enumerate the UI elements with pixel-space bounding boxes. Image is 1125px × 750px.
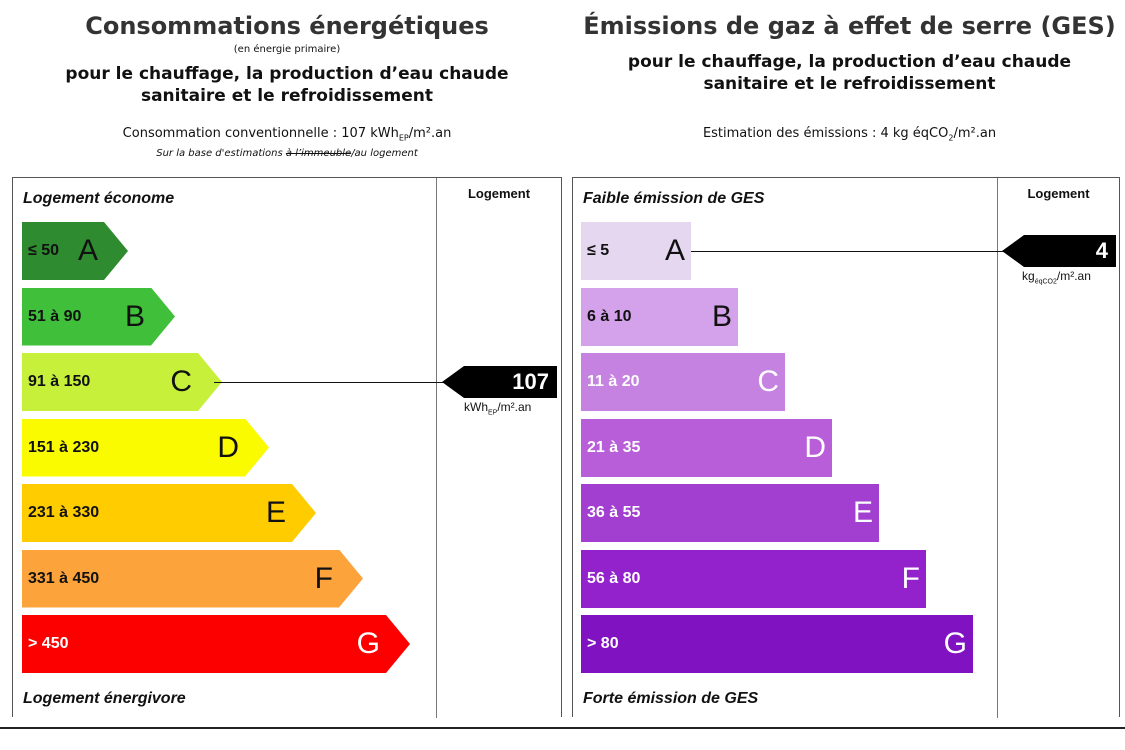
energy-panel: Logement Logement économe Logement énerg… xyxy=(12,177,562,718)
energy-class-range-c: 91 à 150 xyxy=(28,373,91,390)
energy-class-range-e: 231 à 330 xyxy=(28,504,100,521)
ges-subtitle-line1: pour le chauffage, la production d’eau c… xyxy=(627,52,1072,72)
energy-basis-suffix: /au logement xyxy=(351,148,418,159)
ges-class-bar-g: > 80 G xyxy=(581,615,973,673)
ges-class-range-e: 36 à 55 xyxy=(587,504,641,521)
energy-bottom-label: Logement énergivore xyxy=(23,690,186,707)
ges-panel: Logement Faible émission de GES Forte ém… xyxy=(572,177,1120,718)
ges-estimate-prefix: Estimation des émissions : 4 kg éqCO xyxy=(702,126,949,141)
ges-unit-sub: éqCO2 xyxy=(1034,278,1057,286)
ges-value-leader-line xyxy=(691,251,1006,252)
energy-class-letter-a: A xyxy=(77,234,98,267)
ges-class-bar-b: 6 à 10 B xyxy=(581,287,738,346)
energy-title: Consommations énergétiques xyxy=(85,12,489,40)
energy-class-range-d: 151 à 230 xyxy=(28,438,100,456)
energy-class-letter-g: G xyxy=(356,627,380,660)
energy-unit-sub: EP xyxy=(488,409,498,417)
energy-class-letter-d: D xyxy=(217,430,239,464)
energy-consumption-sub: EP xyxy=(398,133,409,143)
ges-class-letter-a: A xyxy=(664,234,685,267)
energy-class-letter-e: E xyxy=(265,496,286,529)
ges-class-letter-e: E xyxy=(852,496,873,529)
ges-class-range-c: 11 à 20 xyxy=(587,373,640,390)
energy-class-bar-b: 51 à 90 B xyxy=(22,288,175,346)
ges-top-label: Faible émission de GES xyxy=(583,190,765,207)
ges-class-range-d: 21 à 35 xyxy=(587,438,641,456)
ges-estimate-suffix: /m².an xyxy=(953,126,997,141)
ges-class-letter-b: B xyxy=(711,299,732,333)
energy-primary-note: (en énergie primaire) xyxy=(233,44,341,55)
energy-value-unit: kWhEP/m².an xyxy=(464,400,531,416)
energy-class-bar-f: 331 à 450 F xyxy=(22,550,363,608)
bottom-rule xyxy=(0,727,1125,729)
energy-basis-prefix: Sur la base d'estimations xyxy=(156,148,286,159)
ges-class-bar-d: 21 à 35 D xyxy=(581,418,832,477)
energy-basis-struck: à l’immeuble xyxy=(285,148,352,159)
energy-unit-prefix: kWh xyxy=(464,400,488,414)
energy-class-range-b: 51 à 90 xyxy=(28,307,82,325)
energy-class-range-g: > 450 xyxy=(28,635,69,652)
ges-class-letter-f: F xyxy=(901,561,920,595)
ges-class-range-f: 56 à 80 xyxy=(587,569,641,587)
energy-class-letter-b: B xyxy=(124,299,145,333)
ges-column-header: Logement xyxy=(1027,186,1090,201)
energy-basis: Sur la base d'estimations à l’immeuble/a… xyxy=(0,148,574,159)
energy-top-label: Logement économe xyxy=(23,190,175,207)
energy-consumption-prefix: Consommation conventionnelle : 107 kWh xyxy=(122,126,399,141)
ges-estimate-sub: 2 xyxy=(948,133,954,143)
energy-consumption-suffix: /m².an xyxy=(408,126,452,141)
ges-unit-prefix: kg xyxy=(1022,269,1035,283)
ges-class-range-a: ≤ 5 xyxy=(587,242,610,259)
ges-bottom-label: Forte émission de GES xyxy=(583,690,759,707)
ges-class-bar-c: 11 à 20 C xyxy=(581,353,785,411)
ges-class-bar-e: 36 à 55 E xyxy=(581,484,879,542)
ges-class-letter-c: C xyxy=(757,365,779,398)
ges-class-bar-f: 56 à 80 F xyxy=(581,549,926,608)
ges-value-marker: 4 xyxy=(1002,235,1116,267)
energy-class-bar-d: 151 à 230 D xyxy=(22,419,269,477)
ges-class-letter-d: D xyxy=(804,430,826,464)
energy-value-leader-line xyxy=(214,382,446,383)
energy-class-letter-f: F xyxy=(314,561,333,595)
energy-class-bar-a: ≤ 50 A xyxy=(22,222,128,280)
ges-class-bar-a: ≤ 5 A xyxy=(581,222,691,280)
ges-title: Émissions de gaz à effet de serre (GES) xyxy=(583,12,1116,40)
energy-class-bar-c: 91 à 150 C xyxy=(22,353,222,411)
energy-consumption: Consommation conventionnelle : 107 kWhEP… xyxy=(0,126,574,143)
energy-class-range-a: ≤ 50 xyxy=(28,242,60,259)
energy-subtitle-line2: sanitaire et le refroidissement xyxy=(140,86,434,106)
energy-subtitle-line1: pour le chauffage, la production d’eau c… xyxy=(65,64,509,84)
ges-class-letter-g: G xyxy=(943,627,967,660)
energy-column-divider xyxy=(436,178,437,718)
energy-class-range-f: 331 à 450 xyxy=(28,569,100,587)
ges-value-unit: kgéqCO2/m².an xyxy=(1022,269,1091,285)
energy-unit-suffix: /m².an xyxy=(497,400,532,414)
energy-class-letter-c: C xyxy=(170,365,192,398)
ges-subtitle-line2: sanitaire et le refroidissement xyxy=(703,74,996,94)
energy-class-bar-e: 231 à 330 E xyxy=(22,484,316,542)
ges-class-range-b: 6 à 10 xyxy=(587,307,632,325)
energy-value-marker: 107 xyxy=(442,366,557,398)
ges-unit-suffix: /m².an xyxy=(1056,269,1091,283)
energy-column-header: Logement xyxy=(467,186,531,201)
energy-class-bar-g: > 450 G xyxy=(22,615,410,673)
ges-column-divider xyxy=(997,178,998,718)
ges-estimate: Estimation des émissions : 4 kg éqCO2/m²… xyxy=(574,126,1125,143)
ges-class-range-g: > 80 xyxy=(587,635,619,652)
